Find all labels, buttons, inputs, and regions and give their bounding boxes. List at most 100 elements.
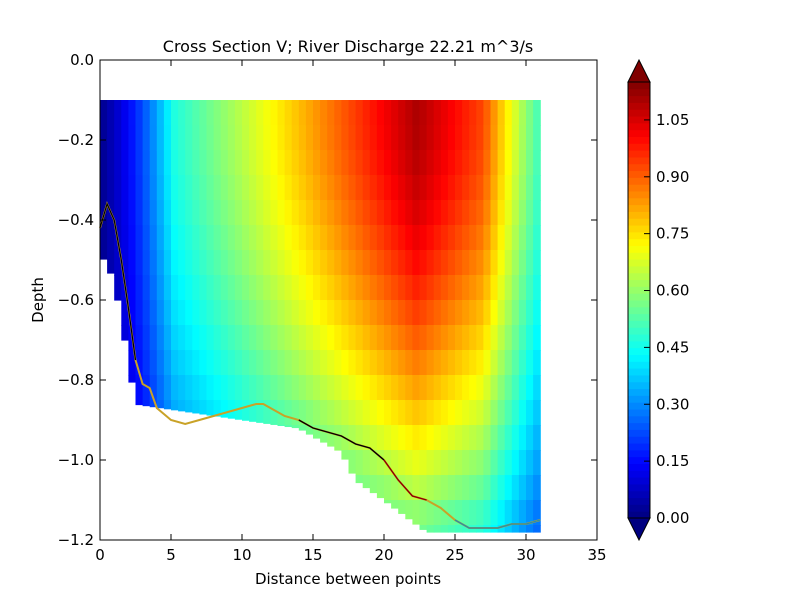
heatmap-cell — [355, 325, 364, 351]
heatmap-cell — [256, 200, 264, 226]
heatmap-cell — [497, 175, 506, 201]
heatmap-cell — [227, 250, 236, 276]
heatmap-cell — [405, 325, 413, 351]
heatmap-cell — [242, 175, 250, 201]
heatmap-cell — [376, 250, 385, 276]
heatmap-cell — [355, 400, 364, 426]
heatmap-cell — [171, 125, 179, 151]
heatmap-cell — [128, 350, 137, 376]
heatmap-cell — [490, 275, 499, 301]
heatmap-cell — [469, 300, 477, 326]
heatmap-cell — [405, 250, 413, 276]
heatmap-cell — [348, 300, 357, 326]
heatmap-cell — [518, 225, 527, 251]
heatmap-cell — [100, 175, 108, 201]
heatmap-cell — [419, 225, 428, 251]
heatmap-cell — [447, 200, 456, 226]
heatmap-cell — [206, 300, 215, 326]
heatmap-cell — [384, 475, 392, 501]
heatmap-cell — [526, 375, 534, 401]
heatmap-cell — [433, 350, 442, 376]
heatmap-cell — [107, 175, 115, 201]
heatmap-cell — [483, 375, 492, 401]
heatmap-cell — [327, 225, 335, 251]
heatmap-cell — [483, 500, 492, 526]
heatmap-cell — [369, 425, 378, 451]
heatmap-cell — [220, 400, 229, 418]
colorbar-band — [628, 429, 650, 437]
heatmap-cell — [327, 150, 335, 176]
heatmap-cell — [149, 100, 158, 126]
heatmap-cell — [455, 350, 463, 376]
heatmap-cell — [263, 100, 271, 126]
heatmap-cell — [206, 400, 215, 416]
heatmap-cell — [270, 200, 279, 226]
heatmap-cell — [483, 225, 492, 251]
heatmap-cell — [227, 275, 236, 301]
heatmap-cell — [526, 425, 534, 451]
heatmap-cell — [362, 450, 371, 476]
heatmap-cell — [341, 125, 350, 151]
heatmap-cell — [284, 150, 293, 176]
heatmap-cell — [256, 225, 264, 251]
heatmap-cell — [412, 225, 421, 251]
heatmap-cell — [256, 250, 264, 276]
heatmap-cell — [384, 350, 392, 376]
heatmap-cell — [128, 275, 137, 301]
heatmap-cell — [398, 425, 406, 451]
heatmap-cell — [405, 475, 413, 501]
heatmap-cell — [405, 200, 413, 226]
heatmap-cell — [163, 300, 172, 326]
heatmap-cell — [327, 400, 335, 426]
heatmap-cell — [305, 100, 314, 126]
heatmap-cell — [511, 525, 520, 533]
heatmap-cell — [313, 375, 321, 401]
x-tick-label: 15 — [303, 546, 322, 564]
heatmap-cell — [227, 200, 236, 226]
heatmap-cell — [518, 150, 527, 176]
heatmap-cell — [263, 125, 271, 151]
heatmap-cell — [462, 475, 470, 501]
heatmap-cell — [256, 125, 264, 151]
colorbar-band — [628, 483, 650, 492]
heatmap-cell — [263, 175, 271, 201]
heatmap-cell — [504, 475, 513, 501]
colorbar-band — [628, 409, 650, 417]
x-tick-label: 30 — [516, 546, 535, 564]
heatmap-cell — [405, 425, 413, 451]
heatmap-cell — [277, 250, 286, 276]
heatmap-cell — [490, 175, 499, 201]
heatmap-cell — [163, 200, 172, 226]
heatmap-cell — [462, 500, 470, 526]
heatmap-cell — [298, 175, 307, 201]
heatmap-cell — [376, 275, 385, 301]
heatmap-cell — [419, 500, 428, 526]
heatmap-cell — [369, 175, 378, 201]
heatmap-cell — [185, 250, 193, 276]
heatmap-cell — [426, 325, 435, 351]
heatmap-cell — [163, 100, 172, 126]
heatmap-cell — [362, 375, 371, 401]
heatmap-cell — [440, 500, 449, 526]
y-tick-label: −1.0 — [58, 451, 94, 469]
heatmap-cell — [490, 225, 499, 251]
heatmap-cell — [284, 125, 293, 151]
heatmap-cell — [334, 300, 342, 326]
heatmap-cell — [447, 450, 456, 476]
heatmap-cell — [220, 325, 229, 351]
heatmap-cell — [391, 125, 399, 151]
heatmap-cell — [476, 350, 484, 376]
heatmap-cell — [128, 300, 137, 326]
heatmap-cell — [440, 350, 449, 376]
heatmap-cell — [114, 125, 122, 151]
heatmap-cell — [369, 450, 378, 476]
heatmap-cell — [476, 425, 484, 451]
heatmap-cell — [320, 150, 328, 176]
heatmap-cell — [433, 525, 442, 533]
heatmap-cell — [199, 225, 208, 251]
heatmap-cell — [234, 175, 243, 201]
heatmap-cell — [369, 375, 378, 401]
heatmap-cell — [518, 375, 527, 401]
heatmap-cell — [227, 325, 236, 351]
heatmap-cell — [376, 475, 385, 499]
